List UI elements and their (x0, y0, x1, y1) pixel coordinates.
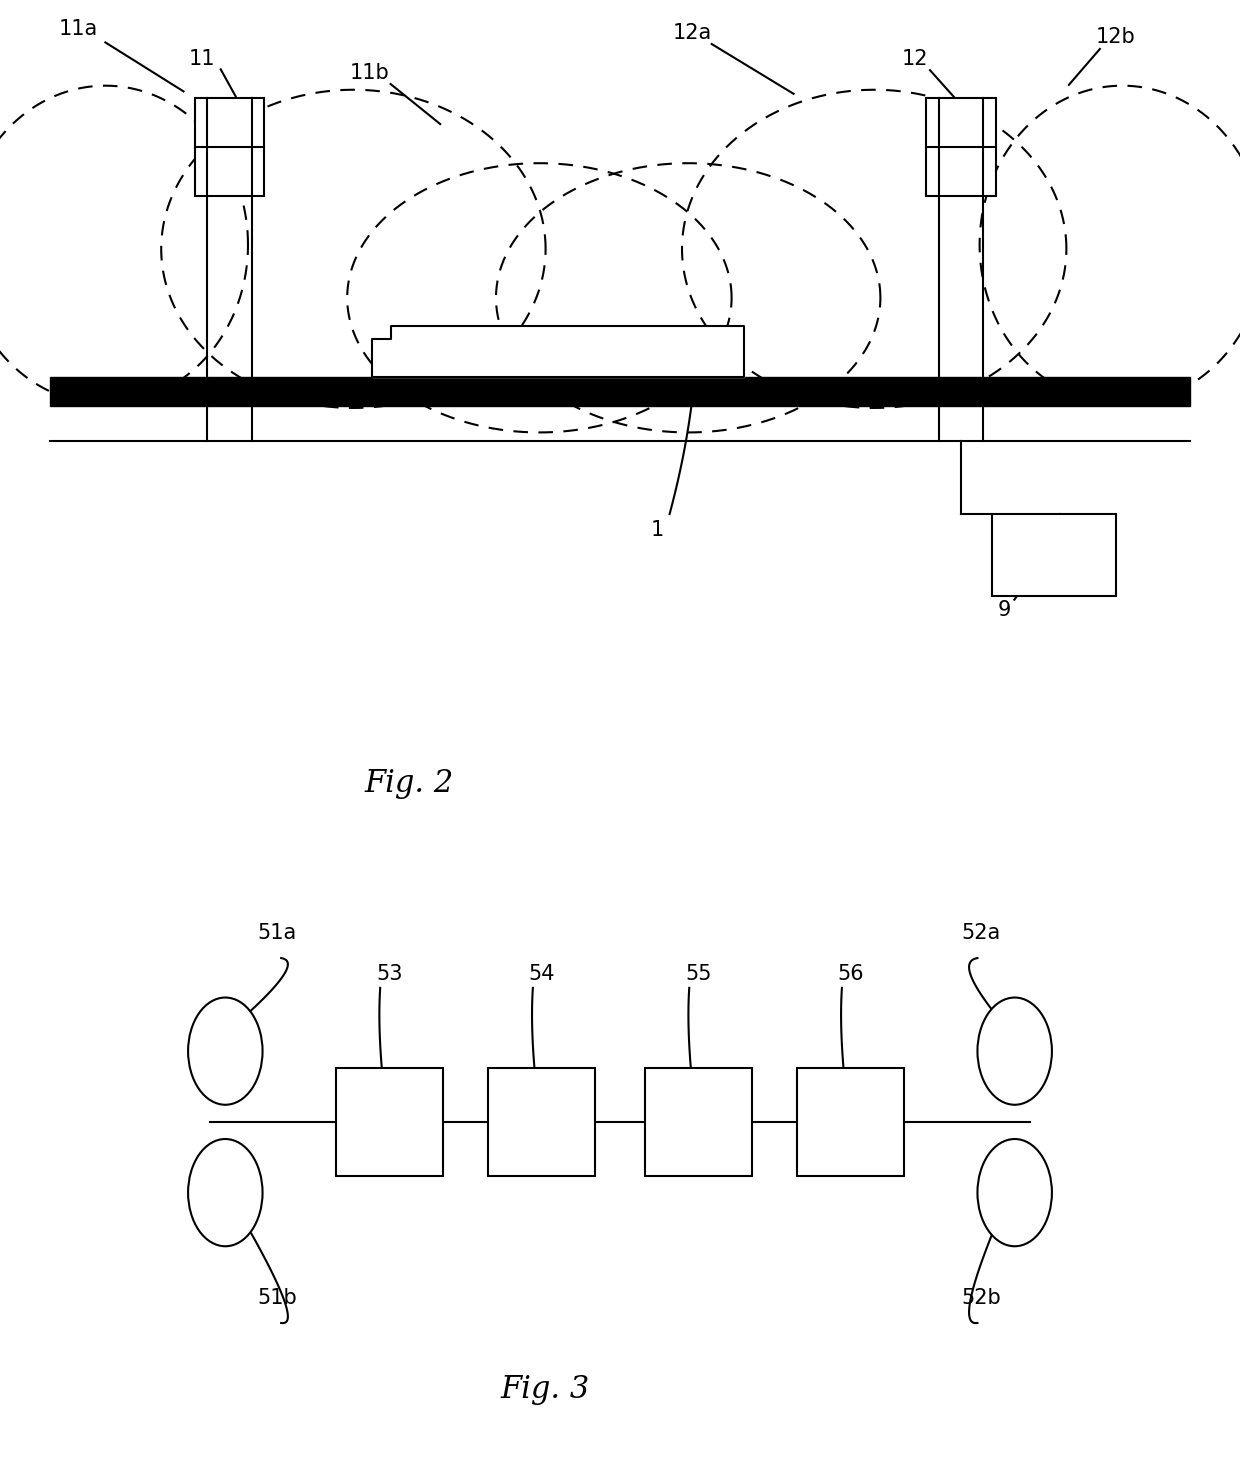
Polygon shape (372, 326, 744, 377)
Text: 53: 53 (376, 965, 403, 983)
Text: 11b: 11b (350, 64, 389, 83)
Ellipse shape (977, 998, 1052, 1104)
Bar (645, 1068, 751, 1176)
Text: 54: 54 (528, 965, 556, 983)
Text: 12a: 12a (672, 23, 712, 42)
Bar (336, 1068, 443, 1176)
Text: Fig. 3: Fig. 3 (501, 1374, 590, 1406)
Text: 51b: 51b (258, 1288, 298, 1308)
Bar (797, 1068, 904, 1176)
Text: 55: 55 (684, 965, 712, 983)
Text: 52a: 52a (961, 924, 1001, 943)
Text: 12b: 12b (1096, 26, 1136, 47)
Ellipse shape (188, 998, 263, 1104)
Text: 11a: 11a (58, 19, 98, 38)
Bar (992, 514, 1116, 596)
Bar (926, 98, 996, 195)
Text: 51a: 51a (258, 924, 298, 943)
Text: 56: 56 (837, 965, 864, 983)
Text: 1: 1 (651, 520, 663, 541)
Bar (195, 98, 264, 195)
Text: Fig. 2: Fig. 2 (365, 768, 454, 798)
Ellipse shape (977, 1139, 1052, 1246)
Text: 11: 11 (188, 48, 216, 68)
Text: 9: 9 (998, 600, 1011, 621)
Bar (489, 1068, 595, 1176)
Text: 52b: 52b (961, 1288, 1001, 1308)
Text: 12: 12 (901, 48, 929, 68)
Ellipse shape (188, 1139, 263, 1246)
